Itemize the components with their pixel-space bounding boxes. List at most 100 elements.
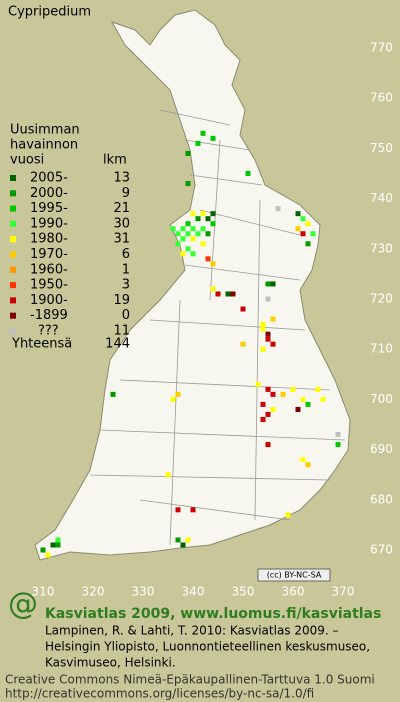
observation-square (315, 386, 321, 392)
observation-square (195, 231, 201, 237)
legend-swatch (10, 328, 16, 334)
observation-square (240, 341, 246, 347)
observation-square (230, 291, 236, 297)
legend-total-label: Yhteensä (11, 337, 72, 352)
y-tick-label: 710 (370, 342, 393, 356)
observation-square (300, 216, 306, 222)
observation-square (280, 391, 286, 397)
observation-square (200, 241, 206, 247)
observation-square (165, 472, 171, 478)
legend-count: 0 (122, 308, 130, 323)
legend-label: 1970- (30, 247, 68, 262)
observation-square (260, 416, 266, 422)
observation-square (260, 401, 266, 407)
observation-square (265, 336, 271, 342)
observation-square (195, 216, 201, 222)
legend-count: 3 (122, 278, 130, 293)
legend-count-heading: lkm (103, 153, 127, 168)
x-tick-label: 370 (332, 585, 355, 599)
license-line: http://creativecommons.org/licenses/by-n… (5, 687, 314, 701)
logo: @ (8, 587, 38, 622)
citation-line: Helsingin Yliopisto, Luonnontieteellinen… (45, 640, 370, 654)
x-tick-label: 330 (132, 585, 155, 599)
y-tick-label: 740 (370, 191, 393, 205)
y-tick-label: 670 (370, 543, 393, 557)
cc-badge-text: (cc) BY-NC-SA (267, 571, 322, 580)
legend-swatch (10, 312, 16, 319)
observation-square (190, 226, 196, 232)
legend-swatch (10, 190, 16, 197)
observation-square (295, 226, 301, 232)
x-tick-label: 310 (32, 585, 55, 599)
observation-square (300, 457, 306, 463)
legend-label: 1980- (30, 232, 68, 247)
observation-square (215, 291, 221, 297)
citation-line: Kasvimuseo, Helsinki. (45, 656, 176, 670)
observation-square (205, 256, 211, 262)
observation-square (185, 221, 191, 227)
observation-square (190, 507, 196, 513)
observation-square (185, 246, 191, 252)
observation-square (210, 211, 216, 217)
observation-square (270, 391, 276, 397)
legend-label: 1900- (30, 293, 68, 308)
observation-square (265, 442, 271, 448)
legend-count: 31 (113, 232, 130, 247)
observation-square (185, 150, 191, 156)
legend-label: 2000- (30, 186, 68, 201)
observation-square (200, 130, 206, 136)
legend-label: -1899 (30, 308, 68, 323)
legend-label: 1950- (30, 278, 68, 293)
observation-square (265, 331, 271, 337)
legend-swatch (10, 297, 16, 304)
legend-count: 30 (113, 216, 130, 231)
map-title: Cypripedium (8, 5, 91, 20)
footer-heading: Kasviatlas 2009, www.luomus.fi/kasviatla… (45, 606, 381, 622)
legend-swatch (10, 220, 16, 227)
legend-label: 2005- (30, 171, 68, 186)
observation-square (275, 206, 281, 212)
y-tick-label: 750 (370, 141, 393, 155)
observation-square (180, 226, 186, 232)
observation-square (295, 406, 301, 412)
license-line: Creative Commons Nimeä-Epäkaupallinen-Ta… (5, 673, 375, 687)
legend-heading: vuosi (10, 153, 44, 168)
observation-square (170, 396, 176, 402)
observation-square (210, 135, 216, 141)
observation-square (225, 291, 231, 297)
observation-square (175, 231, 181, 237)
legend-swatch (10, 282, 16, 289)
observation-square (255, 381, 261, 387)
y-tick-label: 690 (370, 442, 393, 456)
observation-square (295, 211, 301, 217)
observation-square (300, 231, 306, 237)
observation-square (55, 542, 61, 548)
observation-square (265, 296, 271, 302)
y-tick-label: 720 (370, 292, 393, 306)
observation-square (175, 241, 181, 247)
observation-square (205, 231, 211, 237)
observation-square (265, 281, 271, 287)
observation-square (185, 181, 191, 187)
legend-total: 144 (105, 337, 130, 352)
observation-square (180, 236, 186, 242)
observation-square (210, 261, 216, 267)
observation-square (175, 391, 181, 397)
observation-square (180, 251, 186, 257)
legend-swatch (10, 205, 16, 212)
y-tick-label: 700 (370, 392, 393, 406)
observation-square (190, 251, 196, 257)
observation-square (110, 391, 116, 397)
legend-count: 1 (122, 262, 130, 277)
legend-count: 9 (122, 186, 130, 201)
observation-square (40, 547, 46, 553)
citation-line: Lampinen, R. & Lahti, T. 2010: Kasviatla… (45, 624, 339, 638)
legend-count: 11 (113, 324, 130, 339)
legend-label: 1990- (30, 216, 68, 231)
cc-badge (257, 568, 331, 582)
legend-count: 21 (113, 201, 130, 216)
observation-square (195, 140, 201, 146)
observation-square (270, 316, 276, 322)
observation-square (270, 341, 276, 347)
